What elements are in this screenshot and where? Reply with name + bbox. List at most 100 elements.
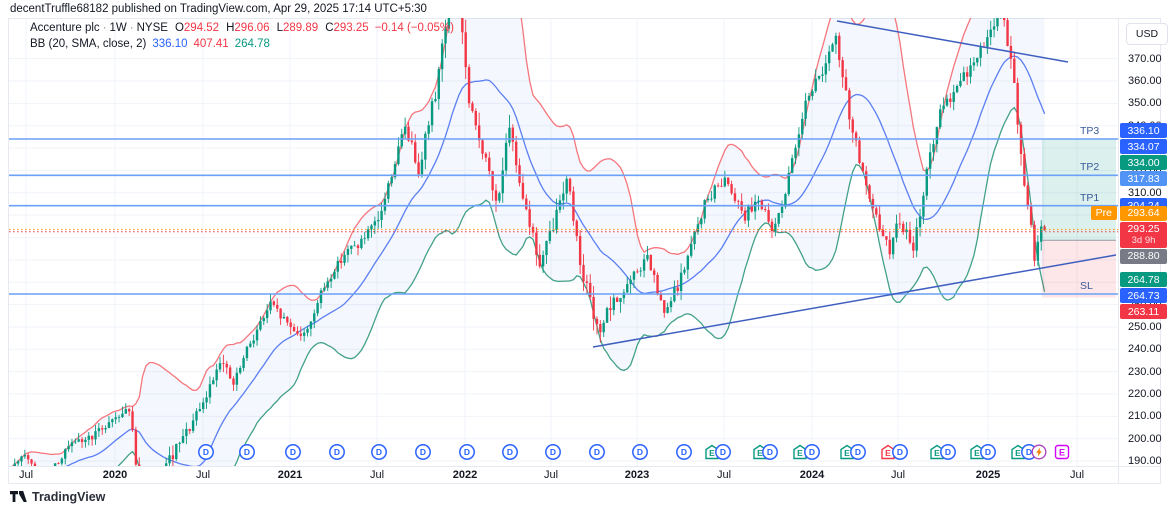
- descending-trendline[interactable]: [836, 20, 1069, 63]
- grid: [9, 18, 1118, 466]
- dividend-marker[interactable]: D: [892, 444, 908, 460]
- line-label-tp3[interactable]: TP3: [1080, 125, 1100, 137]
- price-badge-263.11: 263.11: [1120, 304, 1167, 320]
- svg-text:D: D: [855, 447, 861, 457]
- line-label-sl[interactable]: SL: [1080, 280, 1093, 292]
- dividend-marker[interactable]: D: [632, 444, 648, 460]
- ascending-trendline[interactable]: [592, 254, 1117, 348]
- price-axis-separator: [1118, 18, 1119, 484]
- exchange-label: NYSE: [136, 22, 168, 34]
- tradingview-logo[interactable]: TradingView: [10, 490, 105, 504]
- dividend-marker[interactable]: D: [676, 444, 692, 460]
- legend-separator: ·: [102, 22, 107, 34]
- dividend-marker[interactable]: D: [459, 444, 475, 460]
- earnings-marker[interactable]: E: [970, 444, 984, 460]
- svg-text:D: D: [897, 447, 903, 457]
- dividend-marker[interactable]: D: [940, 444, 956, 460]
- svg-text:D: D: [767, 447, 773, 457]
- long-position-loss-zone[interactable]: [1042, 240, 1116, 298]
- svg-text:E: E: [885, 448, 891, 458]
- time-tick-label: 2021: [277, 469, 303, 481]
- svg-text:E: E: [797, 448, 803, 458]
- bb-basis-value: 336.10: [152, 38, 188, 50]
- long-position-profit-zone[interactable]: [1042, 139, 1116, 241]
- svg-text:D: D: [594, 447, 600, 457]
- dividend-marker[interactable]: D: [980, 444, 996, 460]
- time-tick-label: Jul: [18, 469, 34, 481]
- price-badge-317.83: 317.83: [1120, 171, 1167, 187]
- time-tick-label: Jul: [543, 469, 559, 481]
- dividend-marker[interactable]: D: [804, 444, 820, 460]
- price-badge-293.64: 293.64: [1120, 205, 1167, 221]
- earnings-marker[interactable]: E: [881, 444, 895, 460]
- symbol-legend[interactable]: Accenture plc · 1W · NYSE O294.52 H296.06 L289.…: [30, 22, 454, 34]
- svg-text:D: D: [809, 447, 815, 457]
- price-tick-label: 200.00: [1128, 432, 1162, 445]
- dividend-marker[interactable]: D: [715, 444, 731, 460]
- dividend-marker[interactable]: D: [545, 444, 561, 460]
- dividend-marker[interactable]: D: [415, 444, 431, 460]
- svg-text:D: D: [550, 447, 556, 457]
- dividend-marker[interactable]: D: [285, 444, 301, 460]
- tradingview-logo-icon: [10, 490, 27, 502]
- line-label-tp2[interactable]: TP2: [1080, 161, 1100, 174]
- time-tick-label: Jul: [890, 469, 906, 481]
- time-tick-label: 2023: [624, 469, 650, 481]
- price-badge-336.10: 336.10: [1120, 123, 1167, 139]
- high-value: 296.06: [234, 22, 270, 34]
- svg-text:D: D: [681, 447, 687, 457]
- dividend-marker[interactable]: D: [502, 444, 518, 460]
- legend-separator: ·: [129, 22, 134, 34]
- line-label-tp1[interactable]: TP1: [1080, 191, 1100, 204]
- bb-fill: [12, 18, 1045, 466]
- price-badge-334.07: 334.07: [1120, 139, 1167, 155]
- interval-label[interactable]: 1W: [109, 22, 127, 34]
- svg-text:D: D: [945, 447, 951, 457]
- indicator-title[interactable]: BB (20, SMA, close, 2): [30, 38, 147, 50]
- earnings-marker[interactable]: E: [1011, 444, 1025, 460]
- svg-text:E: E: [974, 448, 980, 458]
- time-axis-separator: [8, 466, 1161, 467]
- earnings-marker[interactable]: E: [793, 444, 807, 460]
- currency-button[interactable]: USD: [1126, 23, 1168, 45]
- time-tick-label: Jul: [1069, 469, 1085, 481]
- dividend-marker[interactable]: D: [329, 444, 345, 460]
- dividend-marker[interactable]: D: [198, 444, 214, 460]
- dividend-marker[interactable]: D: [371, 444, 387, 460]
- price-tick-label: 210.00: [1128, 410, 1162, 423]
- earnings-marker[interactable]: E: [840, 444, 854, 460]
- indicator-legend[interactable]: BB (20, SMA, close, 2) 336.10 407.41 264.78: [30, 38, 270, 50]
- dividend-marker[interactable]: D: [762, 444, 778, 460]
- event-icon[interactable]: [1031, 444, 1047, 460]
- svg-text:E: E: [1059, 448, 1065, 458]
- price-tick-label: 230.00: [1128, 365, 1162, 378]
- plot-area: [9, 18, 1118, 466]
- low-value: 289.89: [283, 22, 319, 34]
- premarket-label: Pre: [1090, 205, 1117, 220]
- svg-text:D: D: [985, 447, 991, 457]
- upcoming-earnings-marker[interactable]: E: [1054, 444, 1070, 460]
- svg-text:D: D: [244, 447, 250, 457]
- price-tick-label: 310.00: [1128, 186, 1162, 199]
- price-tick-label: 190.00: [1128, 455, 1162, 468]
- attribution-text: decentTruffle68182 published on TradingV…: [10, 3, 427, 15]
- price-badge-264.73: 264.73: [1120, 288, 1167, 304]
- symbol-name[interactable]: Accenture plc: [30, 22, 100, 34]
- price-tick-label: 250.00: [1128, 320, 1162, 333]
- price-badge-334.00: 334.00: [1120, 155, 1167, 171]
- time-tick-label: 2020: [102, 469, 128, 481]
- svg-text:D: D: [203, 447, 209, 457]
- dividend-marker[interactable]: D: [850, 444, 866, 460]
- price-tick-label: 220.00: [1128, 388, 1162, 400]
- svg-text:D: D: [290, 447, 296, 457]
- tradingview-logo-text: TradingView: [32, 490, 106, 504]
- price-tick-label: 240.00: [1128, 343, 1162, 356]
- earnings-marker[interactable]: E: [930, 444, 944, 460]
- svg-text:E: E: [757, 448, 763, 458]
- earnings-marker[interactable]: E: [705, 444, 719, 460]
- dividend-marker[interactable]: D: [589, 444, 605, 460]
- bb-basis-line: [65, 55, 1046, 466]
- dividend-marker[interactable]: D: [239, 444, 255, 460]
